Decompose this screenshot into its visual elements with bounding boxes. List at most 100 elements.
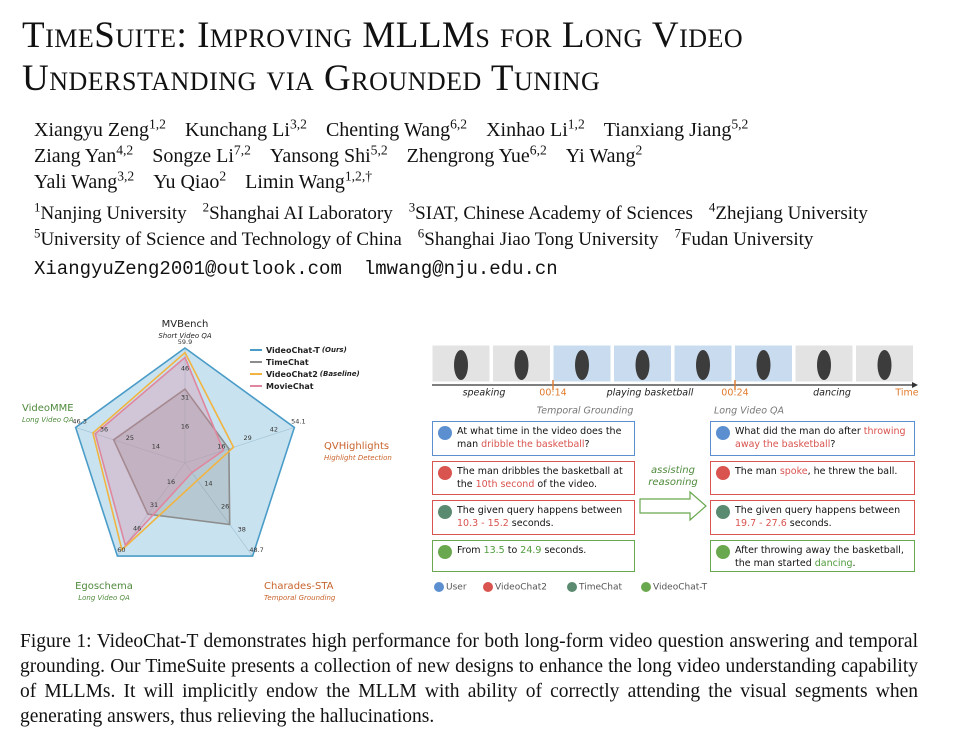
legend-icon xyxy=(483,582,493,592)
timeline-label: 00:14 xyxy=(539,388,566,399)
legend-icon xyxy=(641,582,651,592)
legend-label: VideoChat2 (Baseline) xyxy=(266,370,360,379)
radar-axis-subtitle: Long Video QA xyxy=(22,416,74,424)
radar-tick-label: 31 xyxy=(181,393,189,401)
author-line: Ziang Yan4,2 Songze Li7,2 Yansong Shi5,2 Zh… xyxy=(34,142,661,168)
author-line: Yali Wang3,2 Yu Qiao2 Limin Wang1,2,† xyxy=(34,168,391,194)
message-text: of the video. xyxy=(534,479,597,490)
radar-axis-label: Egoschema xyxy=(75,581,133,592)
message-text: . xyxy=(852,558,856,569)
author: Yu Qiao2 xyxy=(153,168,227,193)
radar-tick-label: 48.7 xyxy=(249,546,263,554)
email: XiangyuZeng2001@outlook.com xyxy=(34,258,342,280)
radar-spoke xyxy=(184,462,253,557)
affiliation-name: SIAT, Chinese Academy of Sciences xyxy=(415,203,693,225)
radar-tick-label: 25 xyxy=(126,434,134,442)
chat-message: The given query happens between 10.3 - 1… xyxy=(432,500,635,535)
message-text: ? xyxy=(830,439,836,450)
radar-tick-label: 31 xyxy=(150,501,158,509)
message-text: At what time in the video does the man xyxy=(457,426,622,450)
arrow-label-line: reasoning xyxy=(648,477,698,488)
speaker-icon xyxy=(438,545,452,559)
arrow-label: assisting reasoning xyxy=(648,465,698,488)
radar-tick-label: 54.1 xyxy=(291,417,305,425)
author: Xiangyu Zeng1,2 xyxy=(34,116,166,141)
frame-person xyxy=(635,350,650,380)
radar-axis-label: Charades-STA xyxy=(264,581,334,592)
legend-label: MovieChat xyxy=(266,382,314,391)
legend-name: MovieChat xyxy=(266,382,314,391)
highlight-text: 19.7 - 27.6 xyxy=(735,518,787,529)
legend-label: VideoChat-T xyxy=(653,583,708,593)
author-affiliation-mark: 5,2 xyxy=(731,116,749,131)
radar-axis-label: MVBench xyxy=(162,319,209,330)
affiliation-number: 1 xyxy=(34,200,41,215)
affiliation: 2Shanghai AI Laboratory xyxy=(202,200,393,224)
message-text: to xyxy=(504,545,521,556)
timeline-label: playing basketball xyxy=(606,388,694,399)
chat-message: The man spoke, he threw the ball. xyxy=(710,461,915,495)
highlight-text: 10.3 - 15.2 xyxy=(457,518,509,529)
highlight-text: dribble the basketball xyxy=(481,439,585,450)
highlight-text: 24.9 xyxy=(520,545,542,556)
affiliation-name: Fudan University xyxy=(680,229,814,251)
highlight-text: spoke xyxy=(779,466,808,477)
speaker-icon xyxy=(716,545,730,559)
author-affiliation-mark: 5,2 xyxy=(370,142,388,157)
chat-message: The given query happens between 19.7 - 2… xyxy=(710,500,915,535)
legend-icon xyxy=(567,582,577,592)
message-text: The given query happens between xyxy=(735,505,901,516)
figure-caption: Figure 1: VideoChat-T demonstrates high … xyxy=(20,631,918,727)
radar-axis-subtitle: Temporal Grounding xyxy=(264,594,336,602)
radar-tick-label: 46 xyxy=(181,365,189,373)
author-name: Yansong Shi xyxy=(269,144,371,167)
speaker-icon xyxy=(438,426,452,440)
section-label: Long Video QA xyxy=(714,406,784,417)
message-text: ? xyxy=(584,439,590,450)
radar-tick-label: 16 xyxy=(167,478,175,486)
frame-person xyxy=(877,350,892,380)
author-line: Xiangyu Zeng1,2 Kunchang Li3,2 Chenting Wa… xyxy=(34,116,767,142)
author-name: Yali Wang xyxy=(34,170,118,193)
message-text: seconds. xyxy=(786,518,832,529)
paper-title: Understanding via Grounded Tuning xyxy=(22,58,601,99)
author-name: Limin Wang xyxy=(245,170,345,193)
radar-axis-label: QVHighlights xyxy=(324,441,389,452)
radar-series xyxy=(91,351,235,552)
timeline-arrow xyxy=(912,382,918,388)
assist-arrow xyxy=(639,490,707,522)
speaker-icon xyxy=(716,466,730,480)
author: Kunchang Li3,2 xyxy=(185,116,307,141)
frame-person xyxy=(756,350,771,380)
emails: XiangyuZeng2001@outlook.com lmwang@nju.ed… xyxy=(34,258,558,280)
affiliation-number: 5 xyxy=(34,226,41,241)
timeline-label: dancing xyxy=(813,388,851,399)
radar-tick-label: 46.3 xyxy=(72,417,86,425)
affiliation: 6Shanghai Jiao Tong University xyxy=(418,226,659,250)
radar-tick-label: 36 xyxy=(100,425,108,433)
author-name: Xiangyu Zeng xyxy=(34,118,149,141)
section-label: Temporal Grounding xyxy=(537,406,634,417)
radar-axis-subtitle: Highlight Detection xyxy=(324,454,392,462)
figure: 16 31 46 59.9 MVBench Short Video QA 16 29 42 54.… xyxy=(22,319,919,602)
affiliation-number: 2 xyxy=(202,200,210,215)
message-text: seconds. xyxy=(508,518,554,529)
affiliation: 4Zhejiang University xyxy=(709,200,868,224)
author-name: Yu Qiao xyxy=(153,170,220,193)
author-affiliation-mark: 2 xyxy=(219,168,227,183)
author-affiliation-mark: 3,2 xyxy=(117,168,135,183)
speaker-icon xyxy=(438,466,452,480)
legend-note: (Ours) xyxy=(322,346,347,354)
speaker-icon xyxy=(438,505,452,519)
speaker-icon xyxy=(716,505,730,519)
author-affiliation-mark: 1,2,† xyxy=(344,168,373,183)
affiliation-number: 7 xyxy=(674,226,681,241)
radar-series xyxy=(112,387,231,526)
author-affiliation-mark: 6,2 xyxy=(450,116,468,131)
message-text: The man xyxy=(735,466,780,477)
frame-person xyxy=(454,350,468,380)
paper-title: TimeSuite: Improving MLLMs for Long Vide… xyxy=(22,15,744,56)
radar-tick-label: 14 xyxy=(152,442,160,450)
chat-message: From 13.5 to 24.9 seconds. xyxy=(432,540,635,572)
author-affiliation-mark: 7,2 xyxy=(233,142,251,157)
